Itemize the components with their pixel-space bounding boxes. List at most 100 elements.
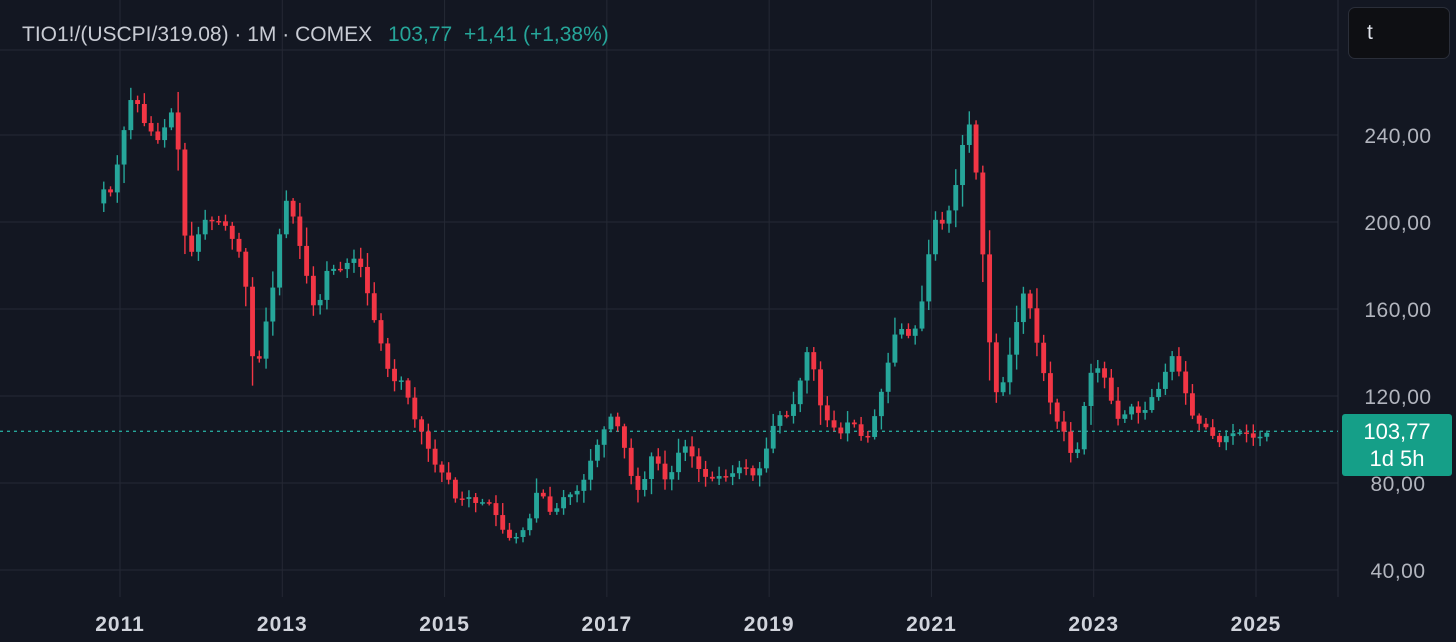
candle — [304, 227, 310, 284]
candle — [446, 462, 452, 485]
candle — [223, 214, 228, 231]
candle — [797, 377, 803, 413]
candle-body — [1142, 410, 1148, 413]
candle — [1075, 442, 1080, 459]
candle — [973, 120, 979, 180]
legend-symbol[interactable]: TIO1!/(USCPI/319.08) · 1M · COMEX — [22, 23, 373, 46]
candle-body — [764, 448, 769, 469]
candle — [182, 142, 188, 255]
candle-body — [804, 352, 810, 381]
candle-body — [926, 254, 932, 302]
candle — [229, 221, 235, 250]
candle-body — [202, 219, 208, 235]
candle-body — [1027, 293, 1033, 309]
candle — [196, 226, 201, 261]
candle — [121, 126, 127, 184]
candle-body — [757, 468, 763, 476]
candle-body — [223, 221, 228, 226]
candle-body — [818, 369, 823, 406]
candle — [114, 155, 120, 203]
candle — [831, 410, 837, 432]
candle-body — [676, 452, 681, 473]
candle — [1190, 384, 1195, 420]
candle — [851, 419, 857, 428]
candle-body — [736, 467, 742, 474]
candle-body — [709, 476, 715, 479]
candle — [1088, 363, 1094, 425]
candle — [1162, 363, 1168, 395]
candle — [581, 474, 587, 503]
candle — [540, 489, 546, 499]
candle-body — [229, 225, 235, 239]
candle-body — [791, 404, 796, 416]
candle-body — [209, 219, 215, 222]
candle — [615, 412, 621, 432]
candle-body — [283, 200, 289, 235]
candle — [520, 527, 526, 543]
candle-body — [1061, 421, 1067, 432]
candle-body — [1048, 373, 1053, 403]
candle-body — [371, 293, 377, 321]
candle-body — [452, 479, 458, 499]
candle — [216, 215, 222, 225]
candle-body — [933, 219, 938, 255]
candle-body — [1217, 435, 1222, 443]
candle — [682, 439, 688, 462]
candle-body — [338, 268, 343, 271]
candle — [906, 323, 911, 339]
candle-body — [310, 275, 316, 306]
candle-body — [838, 427, 844, 434]
candle-body — [365, 266, 370, 294]
candle-body — [615, 416, 621, 427]
candle — [243, 248, 249, 307]
candle-body — [317, 299, 323, 306]
candle-body — [1000, 382, 1006, 393]
candle — [642, 471, 648, 497]
candle — [459, 491, 465, 506]
candle-body — [1176, 356, 1182, 372]
candle — [791, 391, 796, 424]
time-axis[interactable]: 2011 2013 2015 2017 2019 2021 2023 2025 — [95, 613, 1281, 636]
legend-last-price: 103,77 — [387, 23, 453, 46]
candle — [554, 502, 560, 515]
candle-body — [1223, 436, 1229, 443]
y-tick-label: 160,00 — [1364, 299, 1431, 322]
candle — [419, 416, 425, 445]
candle-body — [1129, 406, 1135, 415]
candle — [980, 165, 986, 283]
candle-body — [297, 216, 303, 246]
candle-body — [446, 472, 452, 480]
candle-body — [534, 492, 539, 519]
candle-body — [547, 496, 553, 512]
candle — [507, 522, 512, 541]
candle — [358, 247, 364, 278]
candle — [953, 169, 959, 228]
candle — [128, 87, 134, 140]
candle-body — [824, 405, 830, 421]
candle — [676, 438, 681, 480]
candle-body — [1162, 371, 1168, 389]
symbol-search-input[interactable]: t — [1348, 7, 1450, 59]
candle-body — [196, 234, 201, 252]
price-axis[interactable]: 240,00 200,00 160,00 120,00 80,00 40,00 — [1364, 125, 1431, 583]
candle-body — [554, 508, 560, 512]
candle — [371, 282, 377, 323]
candle — [709, 471, 715, 482]
candle-body — [1237, 432, 1243, 434]
candle-body — [622, 426, 627, 448]
candle-body — [743, 467, 749, 469]
candle-body — [1250, 433, 1256, 438]
candle — [256, 350, 262, 363]
candle-body — [953, 185, 959, 211]
candle-body — [507, 529, 512, 538]
candle — [1210, 419, 1216, 439]
candle-body — [304, 245, 310, 276]
candle-body — [250, 286, 255, 357]
candle — [480, 498, 485, 506]
candle-body — [770, 425, 776, 449]
candle — [838, 422, 844, 440]
candle-body — [1102, 368, 1107, 378]
candle — [405, 378, 411, 405]
candle-body — [1169, 356, 1175, 372]
